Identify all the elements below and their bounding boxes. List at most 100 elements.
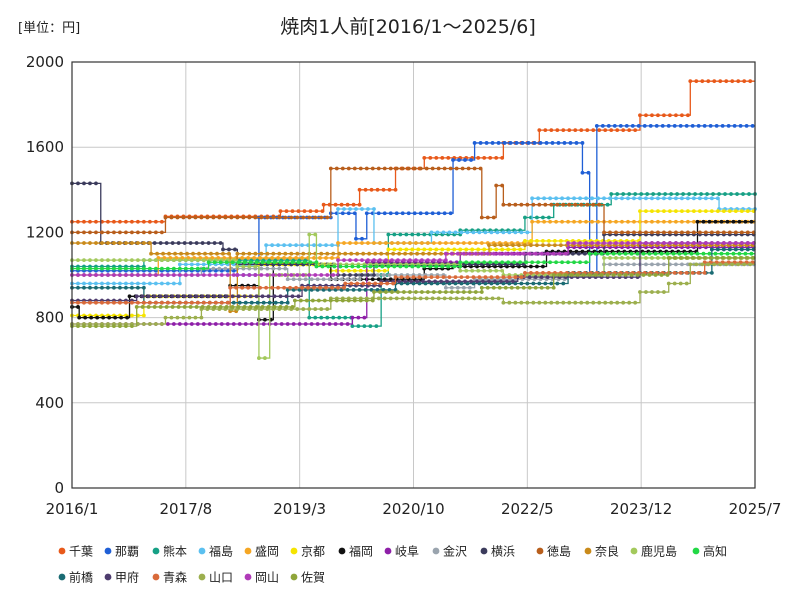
data-point (690, 124, 695, 128)
data-point (325, 215, 330, 220)
data-point (435, 230, 440, 235)
data-point (342, 258, 346, 262)
data-point (346, 268, 351, 273)
data-point (425, 258, 430, 262)
data-point (264, 285, 269, 290)
data-point (340, 298, 345, 303)
legend-marker (104, 573, 112, 581)
data-point (490, 296, 495, 301)
data-point (487, 243, 491, 248)
data-point (217, 215, 222, 220)
data-point (176, 305, 181, 309)
y-tick-label: 2000 (26, 53, 64, 71)
data-point (674, 230, 678, 235)
data-point (471, 275, 476, 280)
data-point (140, 294, 145, 299)
legend-label: 徳島 (547, 544, 571, 559)
data-point (358, 268, 363, 273)
data-point (440, 247, 445, 252)
data-point (501, 275, 506, 280)
data-point (223, 266, 228, 271)
data-point (201, 258, 206, 262)
data-point (136, 230, 140, 235)
data-point (727, 247, 732, 252)
data-point (211, 266, 216, 271)
data-point (566, 241, 570, 245)
data-point (88, 300, 92, 305)
data-point (533, 251, 538, 256)
data-point (325, 273, 330, 277)
data-point (663, 192, 668, 196)
data-point (294, 285, 298, 290)
data-point (231, 273, 236, 277)
data-point (358, 166, 363, 171)
data-point (578, 260, 582, 265)
legend-marker (58, 547, 66, 555)
data-point (235, 215, 240, 220)
data-point (572, 241, 576, 245)
data-point (356, 315, 361, 320)
legend-item: 金沢 (432, 544, 467, 559)
data-point (333, 322, 338, 326)
data-point (100, 241, 104, 245)
data-point (339, 322, 344, 326)
data-point (690, 256, 695, 260)
data-point (428, 247, 433, 252)
data-point (733, 241, 738, 245)
data-point (253, 264, 258, 269)
data-point (554, 196, 558, 201)
data-point (475, 279, 479, 284)
data-point (398, 247, 403, 252)
data-point (715, 209, 720, 214)
data-point (159, 281, 164, 286)
data-point (258, 285, 263, 290)
data-point (674, 219, 678, 224)
data-point (360, 273, 364, 277)
data-point (282, 285, 286, 290)
data-point (736, 79, 741, 84)
data-point (130, 241, 134, 245)
data-point (644, 230, 648, 235)
data-point (730, 262, 735, 267)
data-point (408, 290, 412, 294)
data-point (656, 219, 660, 224)
data-point (605, 202, 610, 207)
data-point (430, 166, 435, 171)
data-point (343, 251, 348, 256)
data-point (523, 239, 527, 243)
data-point (360, 258, 364, 262)
data-point (503, 251, 508, 256)
data-point (337, 251, 342, 256)
data-point (295, 215, 300, 220)
data-point (283, 266, 288, 271)
data-point (390, 290, 394, 294)
data-point (141, 322, 146, 326)
data-point (596, 241, 600, 245)
data-point (523, 243, 527, 248)
data-point (284, 294, 289, 299)
data-point (183, 322, 188, 326)
data-point (124, 230, 128, 235)
data-point (296, 209, 301, 214)
data-point (548, 219, 552, 224)
data-point (88, 258, 92, 262)
data-point (455, 241, 460, 245)
data-point (241, 215, 246, 220)
data-point (378, 290, 382, 294)
data-point (705, 192, 709, 196)
data-point (581, 273, 586, 277)
data-point (297, 277, 302, 282)
data-point (653, 273, 658, 277)
data-point (149, 251, 153, 256)
legend-marker (480, 547, 488, 555)
data-point (620, 241, 624, 245)
data-point (130, 258, 134, 262)
data-point (270, 285, 275, 290)
data-point (551, 285, 556, 290)
data-point (339, 202, 344, 207)
data-point (749, 251, 754, 256)
data-point (485, 285, 490, 290)
data-point (234, 285, 239, 290)
data-point (608, 241, 612, 245)
data-point (439, 251, 443, 256)
